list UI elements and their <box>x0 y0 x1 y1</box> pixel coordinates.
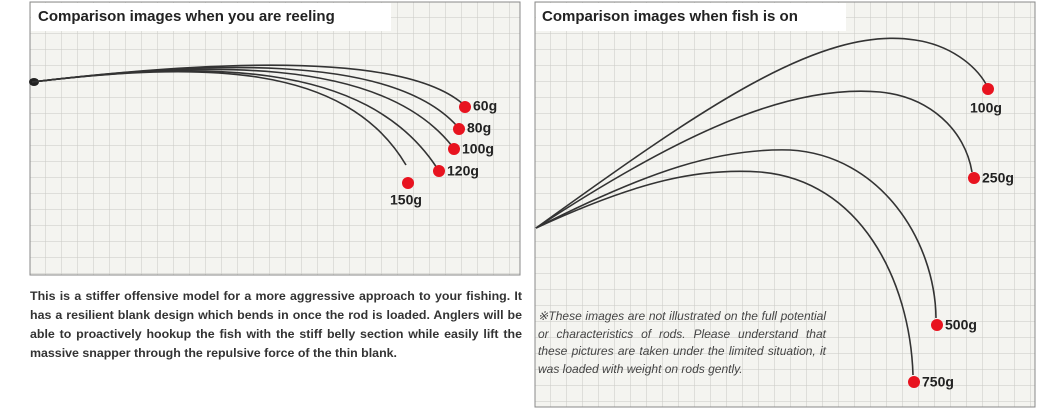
left-panel <box>29 1 521 276</box>
note: ※These images are not illustrated on the… <box>538 309 826 376</box>
weight-dot <box>402 177 414 189</box>
weight-label: 60g <box>473 98 497 114</box>
weight-label: 500g <box>945 317 977 333</box>
right-panel <box>534 1 1036 408</box>
title-bg <box>31 3 391 31</box>
right-rods <box>535 37 994 388</box>
weight-dot <box>931 319 943 331</box>
panel-title: Comparison images when you are reeling <box>38 8 335 25</box>
rod <box>535 149 937 319</box>
weight-dot <box>433 165 445 177</box>
weight-label: 100g <box>462 141 494 157</box>
rod <box>535 90 973 229</box>
weight-label: 150g <box>390 192 422 208</box>
rod <box>535 170 914 376</box>
weight-label: 250g <box>982 170 1014 186</box>
rod <box>31 70 407 166</box>
title-bg <box>536 3 846 31</box>
weight-dot <box>908 376 920 388</box>
description: This is a stiffer offensive model for a … <box>30 289 522 360</box>
weight-label: 120g <box>447 163 479 179</box>
weight-dot <box>448 143 460 155</box>
weight-label: 750g <box>922 374 954 390</box>
panel-title: Comparison images when fish is on <box>542 8 798 25</box>
weight-dot <box>453 123 465 135</box>
weight-dot <box>968 172 980 184</box>
weight-dot <box>982 83 994 95</box>
weight-dot <box>459 101 471 113</box>
left-rods <box>29 64 471 189</box>
weight-label: 80g <box>467 120 491 136</box>
weight-label: 100g <box>970 100 1002 116</box>
rod <box>535 37 987 229</box>
